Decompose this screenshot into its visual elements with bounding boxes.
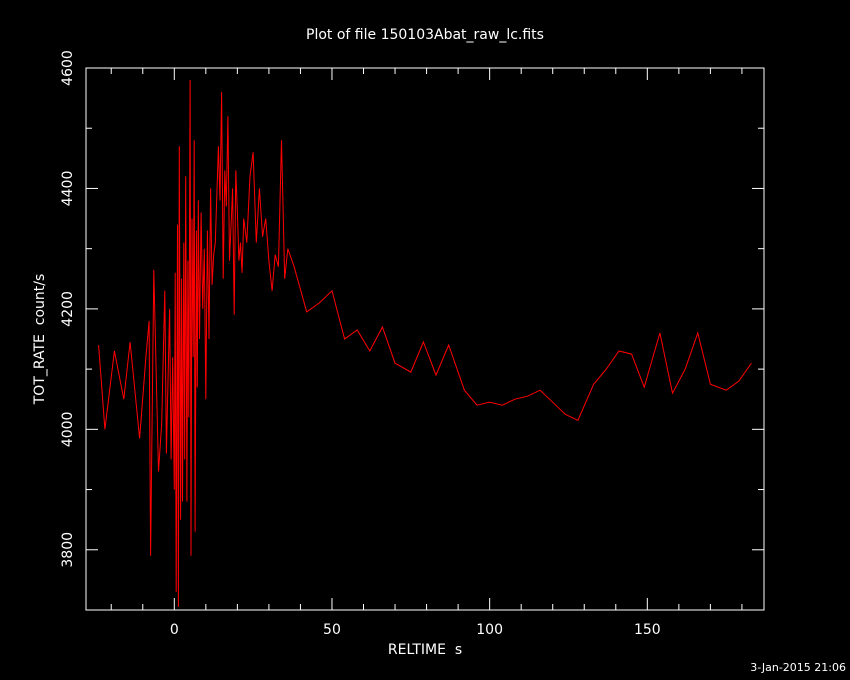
y-tick-label: 4600	[60, 50, 76, 86]
y-axis-label: TOT_RATE count/s	[32, 274, 48, 406]
axis-ticks	[86, 67, 764, 611]
y-tick-label: 3800	[60, 532, 76, 568]
x-tick-label: 100	[476, 622, 503, 638]
chart-title: Plot of file 150103Abat_raw_lc.fits	[306, 27, 544, 43]
plot-frame	[85, 67, 765, 611]
y-tick-label: 4400	[60, 171, 76, 207]
x-tick-label: 150	[634, 622, 661, 638]
y-tick-label: 4000	[60, 412, 76, 448]
series-line	[98, 79, 752, 608]
axis-tick-labels: 0 50 100 150 3800 4000 4200 4400 4600	[60, 50, 661, 638]
x-axis-label: RELTIME s	[388, 642, 462, 658]
footer-timestamp: 3-Jan-2015 21:06	[750, 661, 846, 674]
y-tick-label: 4200	[60, 291, 76, 327]
x-tick-label: 50	[323, 622, 341, 638]
x-tick-label: 0	[170, 622, 179, 638]
